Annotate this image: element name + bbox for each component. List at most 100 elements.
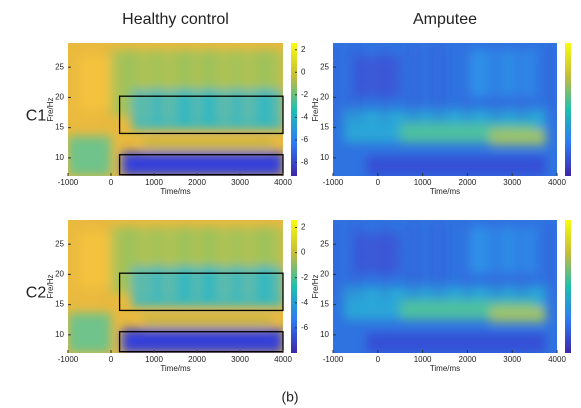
y-axis-label: Fre/Hz (46, 98, 55, 122)
heatmap (333, 220, 557, 353)
heatmap-blob (68, 136, 111, 176)
colorbar-tick-label: 2 (301, 223, 306, 232)
row-label: C2 (26, 285, 47, 302)
caption: (b) (281, 389, 298, 405)
x-tick-label: 4000 (548, 178, 566, 187)
x-tick-label: 2000 (459, 355, 477, 364)
heatmap-streak (171, 43, 176, 123)
x-tick-label: 2000 (459, 178, 477, 187)
heatmap-streak (68, 43, 72, 123)
x-tick-label: 3000 (503, 178, 521, 187)
heatmap-streak (514, 220, 519, 300)
heatmap-streak (440, 220, 445, 300)
heatmap-streak (274, 43, 279, 123)
heatmap-streak (68, 220, 72, 300)
heatmap-blob (68, 313, 111, 353)
heatmap-streak (138, 220, 143, 300)
panel-title: Amputee (413, 11, 477, 28)
roi-box (118, 95, 284, 135)
heatmap-blob (366, 156, 546, 176)
heatmap-streak (440, 43, 445, 123)
colorbar-tick-label: -2 (301, 273, 309, 282)
y-axis-label: Fre/Hz (311, 275, 320, 299)
heatmap-streak (147, 43, 152, 123)
x-tick-label: 4000 (274, 355, 292, 364)
heatmap-streak (498, 220, 503, 300)
y-tick-label: 25 (320, 239, 329, 248)
x-tick-label: 2000 (188, 355, 206, 364)
heatmap-streak (250, 43, 255, 123)
y-tick-label: 20 (320, 270, 329, 279)
x-tick-label: 1000 (145, 178, 163, 187)
heatmap-streak (415, 220, 420, 300)
colorbar-tick-label: -2 (301, 90, 309, 99)
colorbar-tick-label: -4 (301, 112, 309, 121)
x-tick-label: 4000 (274, 178, 292, 187)
heatmap-streak (514, 43, 519, 123)
heatmap-blob (132, 89, 283, 130)
colorbar (291, 43, 297, 176)
roi-box (118, 272, 284, 312)
colorbar-tick-label: 2 (301, 45, 306, 54)
heatmap-blob (132, 266, 283, 307)
x-tick-label: 4000 (548, 355, 566, 364)
x-axis-label: Time/ms (430, 364, 460, 373)
heatmap-streak (406, 220, 411, 300)
x-tick-label: 0 (376, 178, 381, 187)
heatmap-streak (242, 43, 247, 123)
colorbar-tick-label: -4 (301, 298, 309, 307)
colorbar-tick-label: 0 (301, 248, 306, 257)
heatmap-streak (333, 43, 337, 123)
x-tick-label: 3000 (503, 355, 521, 364)
colorbar-tick-label: -6 (301, 135, 309, 144)
heatmap-streak (83, 220, 88, 300)
heatmap-streak (548, 43, 553, 123)
y-tick-label: 20 (320, 93, 329, 102)
heatmap-streak (138, 43, 143, 123)
heatmap-streak (274, 220, 279, 300)
heatmap-streak (333, 220, 337, 300)
x-tick-label: 3000 (231, 355, 249, 364)
y-tick-label: 10 (55, 330, 64, 339)
y-axis-label: Fre/Hz (311, 98, 320, 122)
colorbar (291, 220, 297, 353)
heatmap-streak (242, 220, 247, 300)
heatmap-streak (523, 43, 528, 123)
y-tick-label: 20 (55, 270, 64, 279)
heatmap-streak (382, 43, 387, 123)
heatmap-blob (121, 152, 283, 176)
heatmap-streak (431, 43, 436, 123)
colorbar (565, 43, 571, 176)
x-tick-label: -1000 (323, 178, 344, 187)
x-tick-label: -1000 (58, 355, 79, 364)
heatmap-streak (415, 43, 420, 123)
heatmap-streak (91, 43, 96, 123)
heatmap-streak (227, 43, 232, 123)
heatmap-streak (382, 220, 387, 300)
heatmap-texture (68, 43, 283, 176)
x-axis-label: Time/ms (160, 187, 190, 196)
y-tick-label: 10 (320, 153, 329, 162)
heatmap-streak (162, 43, 167, 123)
panel-title: Healthy control (122, 11, 229, 28)
heatmap-streak (194, 43, 199, 123)
y-tick-label: 15 (55, 123, 64, 132)
heatmap-streak (194, 220, 199, 300)
heatmap (333, 43, 557, 176)
x-tick-label: 0 (376, 355, 381, 364)
heatmap-streak (465, 43, 470, 123)
heatmap-streak (498, 43, 503, 123)
heatmap-streak (357, 43, 362, 123)
heatmap-streak (171, 220, 176, 300)
heatmap-streak (147, 220, 152, 300)
y-axis-label: Fre/Hz (46, 275, 55, 299)
heatmap-streak (218, 43, 223, 123)
heatmap-streak (348, 43, 353, 123)
x-axis-label: Time/ms (160, 364, 190, 373)
colorbar (565, 220, 571, 353)
x-axis-label: Time/ms (430, 187, 460, 196)
heatmap-texture (68, 220, 283, 353)
roi-box (118, 331, 284, 353)
heatmap-streak (115, 43, 120, 123)
